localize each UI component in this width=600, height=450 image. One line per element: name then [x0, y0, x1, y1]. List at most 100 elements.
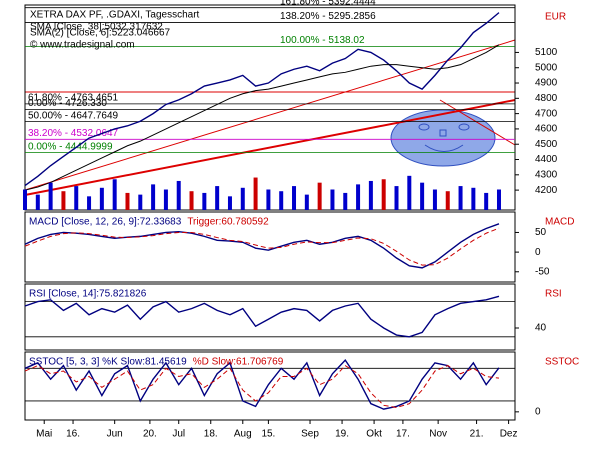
series-line — [24, 12, 500, 187]
y-tick-label: 0 — [535, 247, 541, 258]
volume-bar — [445, 191, 450, 210]
y-tick-label: 4200 — [535, 185, 558, 196]
trend-line — [439, 99, 516, 146]
volume-bar — [343, 192, 348, 210]
series-line — [24, 359, 500, 410]
smiley-eye — [458, 123, 470, 131]
level-label: 50.00% - 4647.7649 — [28, 110, 119, 121]
volume-bar — [496, 189, 501, 210]
y-tick-label: 50 — [535, 227, 547, 238]
trend-line — [24, 39, 516, 191]
panel-title: RSI — [545, 289, 562, 300]
smiley-face — [390, 109, 496, 167]
y-tick-label: 4700 — [535, 108, 558, 119]
volume-bar — [381, 179, 386, 210]
volume-bar — [317, 182, 322, 210]
x-tick-label: 17. — [396, 429, 410, 440]
x-tick-label: 21. — [470, 429, 484, 440]
volume-bar — [292, 186, 297, 210]
volume-bar — [61, 191, 66, 210]
volume-bar — [35, 194, 40, 210]
volume-bar — [432, 189, 437, 210]
y-tick-label: 40 — [535, 323, 547, 334]
y-tick-label: 4400 — [535, 154, 558, 165]
volume-bar — [112, 179, 117, 210]
y-tick-label: 4600 — [535, 124, 558, 135]
y-axis-label: EUR — [545, 12, 566, 23]
series-line — [24, 44, 500, 191]
legend-entry: MACD [Close, 12, 26, 9]:72.33683 — [29, 217, 182, 228]
legend-entry: %D Slow:61.706769 — [193, 357, 284, 368]
volume-bar — [163, 189, 168, 210]
legend-entry: SMA [Close, 38]:5032.317632 — [30, 22, 163, 33]
series-line — [24, 364, 500, 409]
volume-bar — [189, 191, 194, 210]
level-label: 138.20% - 5295.2856 — [280, 11, 376, 22]
volume-bar — [484, 192, 489, 210]
volume-bar — [253, 177, 258, 210]
level-label: 38.20% - 4532.0647 — [28, 128, 119, 139]
panel-frame — [24, 283, 516, 351]
x-tick-label: 15. — [261, 429, 275, 440]
volume-bar — [87, 196, 92, 210]
panel-title: XETRA DAX PF, .GDAXI, Tagesschart — [30, 10, 200, 21]
volume-bar — [471, 187, 476, 210]
level-label: 161.80% - 5392.4444 — [280, 0, 376, 7]
x-tick-label: Nov — [429, 429, 447, 440]
x-tick-label: Jul — [172, 429, 185, 440]
volume-bar — [356, 184, 361, 210]
smiley-nose — [439, 129, 447, 137]
series-line — [24, 227, 500, 266]
smiley-eye — [418, 123, 430, 131]
volume-bar — [240, 187, 245, 210]
y-tick-label: 4300 — [535, 169, 558, 180]
y-tick-label: 5100 — [535, 47, 558, 58]
panel-title: SSTOC — [545, 357, 579, 368]
y-tick-label: 5000 — [535, 62, 558, 73]
x-tick-label: Mai — [36, 429, 52, 440]
smiley-mouth — [424, 144, 464, 152]
series-line — [24, 295, 500, 338]
volume-bar — [74, 186, 79, 210]
panel-frame — [24, 211, 516, 283]
x-tick-label: 20. — [143, 429, 157, 440]
volume-bar — [23, 189, 27, 210]
volume-bar — [176, 180, 181, 210]
x-tick-label: Dez — [500, 429, 518, 440]
x-tick-label: 18. — [204, 429, 218, 440]
annotation: © www.tradesignal.com — [30, 40, 135, 51]
volume-bar — [304, 194, 309, 210]
series-line — [24, 223, 500, 269]
volume-bar — [215, 186, 220, 210]
y-tick-label: 4500 — [535, 139, 558, 150]
volume-bar — [279, 191, 284, 210]
panel-title: MACD — [545, 217, 574, 228]
legend-entry: RSI [Close, 14]:75.821826 — [29, 289, 147, 300]
y-tick-label: 0 — [535, 406, 541, 417]
y-tick-label: -50 — [535, 266, 550, 277]
panel-frame — [24, 351, 516, 421]
y-tick-label: 4800 — [535, 93, 558, 104]
level-label: 61.80% - 4763.4651 — [28, 93, 119, 104]
volume-bar — [266, 189, 271, 210]
volume-bar — [202, 192, 207, 210]
volume-bar — [138, 194, 143, 210]
volume-bar — [48, 182, 53, 210]
legend-entry: Trigger:60.780592 — [187, 217, 269, 228]
x-tick-label: 16. — [66, 429, 80, 440]
x-tick-label: Jun — [107, 429, 123, 440]
level-label: 0.00% - 4726.330 — [28, 98, 107, 109]
volume-bar — [151, 184, 156, 210]
legend-entry: SSTOC [5, 3, 3] %K Slow:81.45619 — [29, 357, 187, 368]
x-tick-label: Sep — [301, 429, 319, 440]
volume-bar — [125, 192, 130, 210]
x-tick-label: 19. — [335, 429, 349, 440]
annotation: SMA(2) [Close, 6]:5223.046667 — [30, 28, 171, 39]
x-tick-label: Aug — [234, 429, 252, 440]
level-label: 0.00% - 4444.9999 — [28, 141, 113, 152]
y-tick-label: 4900 — [535, 78, 558, 89]
volume-bar — [420, 182, 425, 210]
trend-line — [24, 99, 516, 196]
